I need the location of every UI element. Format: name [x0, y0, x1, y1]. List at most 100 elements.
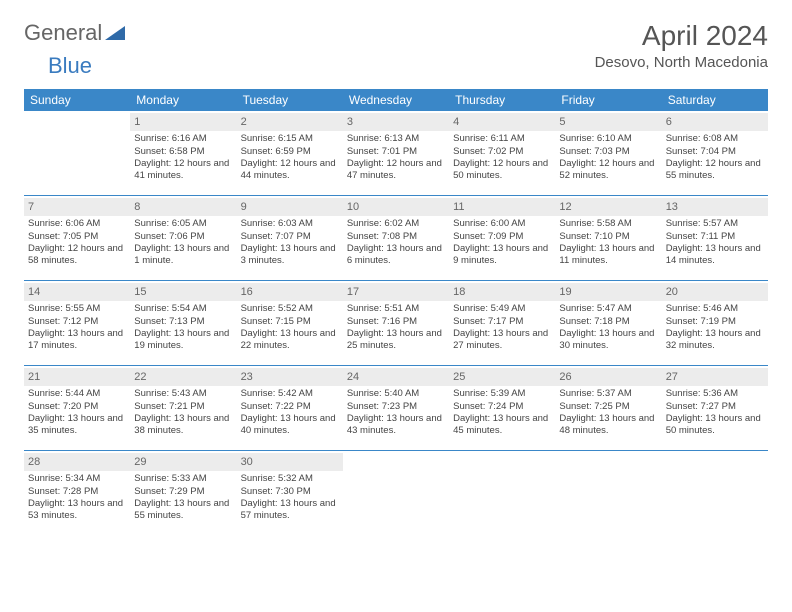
- day-number: 29: [130, 453, 236, 471]
- calendar-cell: 8Sunrise: 6:05 AMSunset: 7:06 PMDaylight…: [130, 196, 236, 281]
- sunrise-text: Sunrise: 5:36 AM: [666, 388, 764, 400]
- weekday-header: Saturday: [662, 89, 768, 111]
- calendar-cell: 21Sunrise: 5:44 AMSunset: 7:20 PMDayligh…: [24, 366, 130, 451]
- calendar-cell: 4 Sunrise: 6:11 AMSunset: 7:02 PMDaylight…: [449, 111, 555, 196]
- daylight-text: Daylight: 12 hours and 44 minutes.: [241, 158, 339, 183]
- calendar-body: 1Sunrise: 6:16 AMSunset: 6:58 PMDaylight…: [24, 111, 768, 535]
- day-number: 18: [449, 283, 555, 301]
- day-number: 3: [343, 113, 449, 131]
- sunrise-text: Sunrise: 5:44 AM: [28, 388, 126, 400]
- day-number: 15: [130, 283, 236, 301]
- day-number: 8: [130, 198, 236, 216]
- daylight-text: Daylight: 13 hours and 27 minutes.: [453, 328, 551, 353]
- logo-text-2: Blue: [48, 53, 92, 78]
- sunrise-text: Sunrise: 5:34 AM: [28, 473, 126, 485]
- sunset-text: Sunset: 6:58 PM: [134, 146, 232, 158]
- calendar-cell: 5Sunrise: 6:10 AMSunset: 7:03 PMDaylight…: [555, 111, 661, 196]
- daylight-text: Daylight: 13 hours and 25 minutes.: [347, 328, 445, 353]
- daylight-text: Daylight: 13 hours and 50 minutes.: [666, 413, 764, 438]
- sunset-text: Sunset: 7:16 PM: [347, 316, 445, 328]
- calendar-cell: [662, 451, 768, 536]
- sunrise-text: Sunrise: 5:46 AM: [666, 303, 764, 315]
- daylight-text: Daylight: 13 hours and 11 minutes.: [559, 243, 657, 268]
- sunset-text: Sunset: 7:30 PM: [241, 486, 339, 498]
- calendar-cell: 6Sunrise: 6:08 AMSunset: 7:04 PMDaylight…: [662, 111, 768, 196]
- day-number: 27: [662, 368, 768, 386]
- calendar-cell: [343, 451, 449, 536]
- sunrise-text: Sunrise: 6:11 AM: [453, 133, 551, 145]
- day-number: 17: [343, 283, 449, 301]
- calendar-cell: 30Sunrise: 5:32 AMSunset: 7:30 PMDayligh…: [237, 451, 343, 536]
- sunset-text: Sunset: 7:12 PM: [28, 316, 126, 328]
- calendar-cell: 3Sunrise: 6:13 AMSunset: 7:01 PMDaylight…: [343, 111, 449, 196]
- sunrise-text: Sunrise: 5:32 AM: [241, 473, 339, 485]
- calendar-row: 28Sunrise: 5:34 AMSunset: 7:28 PMDayligh…: [24, 451, 768, 536]
- sunset-text: Sunset: 7:09 PM: [453, 231, 551, 243]
- sunset-text: Sunset: 7:08 PM: [347, 231, 445, 243]
- day-number: 20: [662, 283, 768, 301]
- sunrise-text: Sunrise: 6:13 AM: [347, 133, 445, 145]
- daylight-text: Daylight: 13 hours and 53 minutes.: [28, 498, 126, 523]
- sunrise-text: Sunrise: 6:00 AM: [453, 218, 551, 230]
- calendar-cell: 11 Sunrise: 6:00 AMSunset: 7:09 PMDayligh…: [449, 196, 555, 281]
- day-number: 4: [449, 113, 555, 131]
- weekday-header: Tuesday: [237, 89, 343, 111]
- weekday-header: Monday: [130, 89, 236, 111]
- weekday-header-row: SundayMondayTuesdayWednesdayThursdayFrid…: [24, 89, 768, 111]
- sunrise-text: Sunrise: 6:03 AM: [241, 218, 339, 230]
- day-number: 14: [24, 283, 130, 301]
- sunset-text: Sunset: 7:07 PM: [241, 231, 339, 243]
- sunset-text: Sunset: 7:10 PM: [559, 231, 657, 243]
- daylight-text: Daylight: 13 hours and 1 minute.: [134, 243, 232, 268]
- logo: General: [24, 20, 125, 46]
- weekday-header: Sunday: [24, 89, 130, 111]
- daylight-text: Daylight: 13 hours and 43 minutes.: [347, 413, 445, 438]
- sunset-text: Sunset: 7:25 PM: [559, 401, 657, 413]
- sunset-text: Sunset: 7:24 PM: [453, 401, 551, 413]
- calendar-cell: [449, 451, 555, 536]
- daylight-text: Daylight: 13 hours and 57 minutes.: [241, 498, 339, 523]
- sunset-text: Sunset: 7:01 PM: [347, 146, 445, 158]
- daylight-text: Daylight: 12 hours and 52 minutes.: [559, 158, 657, 183]
- calendar-cell: 10Sunrise: 6:02 AMSunset: 7:08 PMDayligh…: [343, 196, 449, 281]
- month-title: April 2024: [595, 20, 768, 52]
- sunset-text: Sunset: 7:04 PM: [666, 146, 764, 158]
- daylight-text: Daylight: 12 hours and 50 minutes.: [453, 158, 551, 183]
- calendar-cell: 18Sunrise: 5:49 AMSunset: 7:17 PMDayligh…: [449, 281, 555, 366]
- day-number: 25: [449, 368, 555, 386]
- sunset-text: Sunset: 7:27 PM: [666, 401, 764, 413]
- calendar-cell: 9Sunrise: 6:03 AMSunset: 7:07 PMDaylight…: [237, 196, 343, 281]
- daylight-text: Daylight: 13 hours and 6 minutes.: [347, 243, 445, 268]
- sunrise-text: Sunrise: 5:49 AM: [453, 303, 551, 315]
- calendar-cell: [24, 111, 130, 196]
- sunrise-text: Sunrise: 5:39 AM: [453, 388, 551, 400]
- day-number: 11: [449, 198, 555, 216]
- calendar-cell: 23Sunrise: 5:42 AMSunset: 7:22 PMDayligh…: [237, 366, 343, 451]
- day-number: 16: [237, 283, 343, 301]
- location: Desovo, North Macedonia: [595, 54, 768, 71]
- calendar-cell: 17Sunrise: 5:51 AMSunset: 7:16 PMDayligh…: [343, 281, 449, 366]
- calendar-cell: 1Sunrise: 6:16 AMSunset: 6:58 PMDaylight…: [130, 111, 236, 196]
- sunset-text: Sunset: 7:22 PM: [241, 401, 339, 413]
- sunset-text: Sunset: 7:02 PM: [453, 146, 551, 158]
- sunset-text: Sunset: 7:21 PM: [134, 401, 232, 413]
- sunrise-text: Sunrise: 5:37 AM: [559, 388, 657, 400]
- sunrise-text: Sunrise: 6:08 AM: [666, 133, 764, 145]
- sunrise-text: Sunrise: 6:06 AM: [28, 218, 126, 230]
- calendar-table: SundayMondayTuesdayWednesdayThursdayFrid…: [24, 89, 768, 535]
- day-number: 5: [555, 113, 661, 131]
- sunset-text: Sunset: 7:29 PM: [134, 486, 232, 498]
- calendar-row: 7Sunrise: 6:06 AMSunset: 7:05 PMDaylight…: [24, 196, 768, 281]
- day-number: 2: [237, 113, 343, 131]
- sunrise-text: Sunrise: 5:47 AM: [559, 303, 657, 315]
- day-number: 7: [24, 198, 130, 216]
- day-number: 24: [343, 368, 449, 386]
- sunset-text: Sunset: 7:05 PM: [28, 231, 126, 243]
- sunset-text: Sunset: 7:23 PM: [347, 401, 445, 413]
- calendar-cell: 27 Sunrise: 5:36 AMSunset: 7:27 PMDayligh…: [662, 366, 768, 451]
- sunrise-text: Sunrise: 5:55 AM: [28, 303, 126, 315]
- sunset-text: Sunset: 7:03 PM: [559, 146, 657, 158]
- daylight-text: Daylight: 13 hours and 9 minutes.: [453, 243, 551, 268]
- day-number: 1: [130, 113, 236, 131]
- daylight-text: Daylight: 12 hours and 58 minutes.: [28, 243, 126, 268]
